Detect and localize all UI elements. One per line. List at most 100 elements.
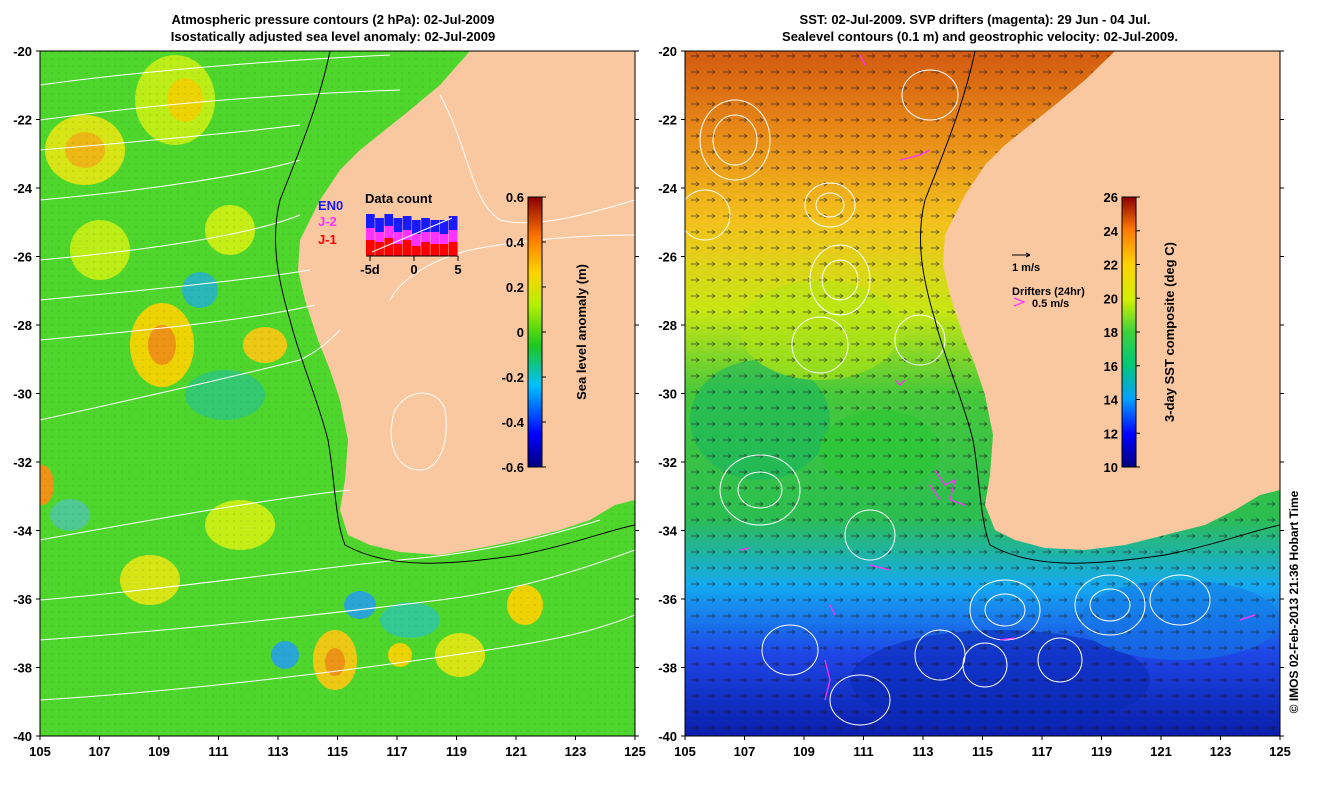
right-y-tick-label: -26 [658, 250, 677, 265]
sla-colorbar-tick: 0.2 [506, 280, 524, 295]
left-y-tick-label: -36 [13, 592, 32, 607]
shelf-edge-line-right [919, 51, 1280, 564]
sla-colorbar-tick: 0.4 [506, 235, 525, 250]
land-australia-right [943, 51, 1280, 550]
left-map-area [40, 51, 635, 736]
left-x-axis: 105 107 109 111 113 115 117 119 121 123 125 [29, 736, 646, 759]
right-y-tick-label: -36 [658, 592, 677, 607]
data-count-bars [366, 214, 458, 256]
right-x-tick-label: 123 [1210, 744, 1232, 759]
scale-arrow-label: 1 m/s [1012, 262, 1040, 274]
data-count-bar-segment [439, 244, 449, 256]
dc-tick-0: 0 [410, 262, 417, 277]
right-y-tick-label: -24 [658, 181, 678, 196]
data-count-bar-segment [412, 220, 421, 234]
left-x-tick-label: 111 [208, 744, 228, 759]
data-count-bar-segment [366, 214, 375, 228]
right-x-tick-label: 115 [972, 744, 993, 759]
data-count-bar-segment [402, 240, 412, 256]
right-y-tick-label: -20 [658, 44, 677, 59]
left-x-tick-label: 119 [446, 744, 467, 759]
left-title-line1: Atmospheric pressure contours (2 hPa): 0… [172, 12, 495, 27]
left-y-tick-label: -24 [13, 181, 33, 196]
sst-colorbar-tick: 12 [1104, 426, 1118, 441]
data-count-inset: Data count EN0 J-2 J-1 -5d 0 5 [318, 191, 462, 277]
right-y-tick-label: -32 [658, 455, 677, 470]
sst-colorbar-tick: 26 [1104, 190, 1118, 205]
data-count-bar-segment [375, 232, 384, 242]
sst-colorbar-tick: 22 [1104, 258, 1118, 273]
data-count-bar-segment [430, 244, 440, 256]
left-y-tick-label: -34 [13, 524, 33, 539]
data-count-bar-segment [393, 232, 403, 244]
sst-colorbar-tick: 10 [1104, 460, 1118, 475]
left-y-tick-label: -40 [13, 729, 32, 744]
data-count-bar-segment [430, 220, 440, 232]
legend-j2: J-2 [318, 214, 337, 229]
dc-tick-neg5: -5d [360, 262, 380, 277]
left-x-tick-label: 125 [624, 744, 646, 759]
data-count-bar-segment [402, 216, 412, 230]
data-count-bar-segment [430, 232, 440, 244]
left-y-tick-label: -22 [13, 113, 32, 128]
right-y-tick-label: -40 [658, 729, 677, 744]
left-x-tick-label: 105 [29, 744, 51, 759]
right-map-area [685, 51, 1280, 736]
left-x-tick-label: 113 [268, 744, 289, 759]
data-count-bar-segment [384, 238, 394, 256]
drifter-arrow-icon [1013, 297, 1026, 307]
data-count-bar-segment [421, 232, 430, 242]
right-x-tick-label: 119 [1091, 744, 1112, 759]
legend-j1: J-1 [318, 232, 337, 247]
data-count-bar-segment [366, 228, 375, 240]
drifters-scale-label: 0.5 m/s [1032, 298, 1069, 310]
left-y-tick-label: -30 [13, 387, 32, 402]
left-y-tick-label: -26 [13, 250, 32, 265]
pressure-contours [40, 54, 635, 701]
data-count-bar-segment [439, 220, 449, 234]
data-count-bar-segment [448, 230, 458, 242]
right-x-tick-label: 105 [674, 744, 696, 759]
left-x-tick-label: 107 [89, 744, 111, 759]
right-y-axis: -20 -22 -24 -26 -28 -30 -32 -34 -36 -38 -40 [658, 44, 1284, 744]
left-x-tick-label: 109 [148, 744, 170, 759]
right-x-axis: 105 107 109 111 113 115 117 119 121 123 125 [674, 736, 1291, 759]
data-count-bar-segment [393, 244, 403, 256]
data-count-bar-segment [384, 214, 394, 226]
right-y-tick-label: -30 [658, 387, 677, 402]
sst-colorbar-tick: 24 [1104, 224, 1119, 239]
sst-colorbar-tick: 18 [1104, 325, 1118, 340]
data-count-bar-segment [421, 218, 430, 232]
sla-colorbar-label: Sea level anomaly (m) [574, 264, 589, 400]
left-y-tick-label: -38 [13, 661, 32, 676]
sst-colorbar-tick: 14 [1104, 393, 1119, 408]
right-y-tick-label: -28 [658, 318, 677, 333]
left-x-tick-label: 115 [327, 744, 348, 759]
right-x-tick-label: 117 [1032, 744, 1053, 759]
right-y-tick-label: -38 [658, 661, 677, 676]
data-count-title: Data count [365, 191, 433, 206]
data-count-bar-segment [375, 218, 384, 232]
sst-colorbar-label: 3-day SST composite (deg C) [1162, 242, 1177, 422]
right-y-tick-label: -34 [658, 524, 678, 539]
sla-colorbar-tick: -0.4 [502, 415, 525, 430]
sst-colorbar: 26 24 22 20 18 16 14 12 10 3-day SST composite (… [1104, 190, 1177, 475]
sla-colorbar-tick: -0.2 [502, 370, 524, 385]
right-x-tick-label: 125 [1269, 744, 1291, 759]
credit-text: © IMOS 02-Feb-2013 21:36 Hobart Time [1287, 490, 1301, 713]
data-count-bar-segment [366, 240, 375, 256]
left-y-tick-label: -32 [13, 455, 32, 470]
right-x-tick-label: 113 [913, 744, 934, 759]
left-y-tick-label: -28 [13, 318, 32, 333]
sla-colorbar-tick: 0.6 [506, 190, 524, 205]
shelf-edge-line [274, 51, 635, 564]
dc-tick-5: 5 [454, 262, 461, 277]
right-title-line2: Sealevel contours (0.1 m) and geostrophi… [782, 29, 1178, 44]
right-x-tick-label: 111 [853, 744, 873, 759]
left-title-line2: Isostatically adjusted sea level anomaly… [171, 29, 495, 44]
drifter-tracks [739, 54, 1256, 701]
data-count-bar-segment [421, 242, 430, 256]
right-x-tick-label: 121 [1150, 744, 1172, 759]
data-count-bar-segment [402, 230, 412, 240]
